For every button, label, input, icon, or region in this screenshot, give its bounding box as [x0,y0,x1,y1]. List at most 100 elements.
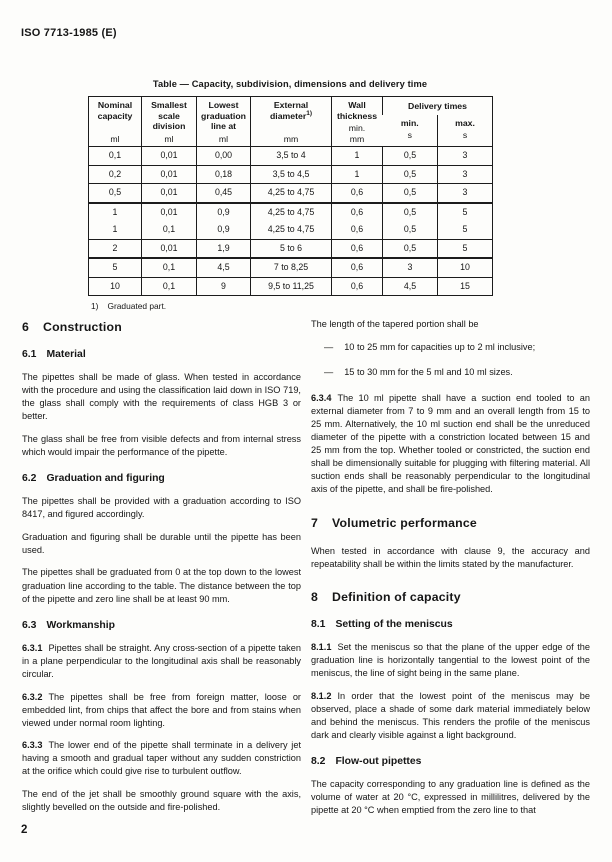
table-cell: 0,01 [141,165,197,184]
table-cell: 5 [436,239,493,258]
paragraph: The pipettes shall be graduated from 0 a… [22,567,301,604]
table-cell: 5 [436,221,493,239]
table-cell: 5 [436,202,493,221]
table-cell: 0,5 [382,183,438,203]
table-cell: 0,18 [196,165,251,184]
section-heading-8: 8 Definition of capacity [311,589,461,604]
section-heading-8.2: 8.2 Flow-out pipettes [311,755,422,767]
table-cell: 0,5 [382,239,438,258]
col-header-delivery-max: max. s [436,115,493,148]
table-cell: 3 [436,165,493,184]
table-row: 0,5 0,01 0,45 4,25 to 4,75 0,6 0,5 3 [88,183,493,203]
col-header-delivery-times: Delivery times [381,96,493,116]
table-row: 1 0,01 0,9 4,25 to 4,75 0,6 0,5 5 [89,202,493,221]
table-row: 0,2 0,01 0,18 3,5 to 4,5 1 0,5 3 [88,165,493,184]
table-cell: 3,5 to 4 [250,146,332,165]
table-cell: 0,9 [196,221,251,239]
table-cell: 4,5 [196,258,251,277]
table-cell: 10 [436,258,493,277]
table-cell: 0,5 [108,187,122,198]
table-cell: 0,1 [141,221,197,239]
table-cell: 0,00 [196,146,251,165]
capacity-table-body: 0,1 0,01 0,00 3,5 to 4 1 0,5 3 0,2 0,01 0,18 3,5 t… [88,146,493,296]
table-row: 2 0,01 1,9 5 to 6 0,6 0,5 5 [88,239,493,258]
table-cell: 0,6 [331,239,383,258]
footnote-ref: 1) [306,109,312,117]
col-header-smallest-scale-division: Smallest scale division ml [141,96,197,147]
table-header: Nominal capacity ml Smallest scale divisi… [88,96,493,148]
table-cell: 0,6 [331,258,383,277]
table-cell: 4,25 to 4,75 [250,183,332,203]
table-cell: 0,1 [108,150,122,161]
capacity-table: Nominal capacity ml Smallest scale divisi… [88,96,494,296]
table-cell: 3 [382,258,438,277]
section-heading-6.1: 6.1 Material [22,349,86,360]
table-cell: 1 [331,146,383,165]
clause-6.3.2: 6.3.2 The pipettes shall be free from for… [22,691,301,728]
table-cell: 0,5 [382,165,438,184]
section-heading-6.2: 6.2 Graduation and figuring [22,473,165,485]
table-row: 0,1 0,01 0,00 3,5 to 4 1 0,5 3 [88,146,493,165]
table-cell: 1 [112,206,118,217]
table-cell: 4,25 to 4,75 [250,221,332,239]
table-cell: 0,01 [141,202,197,221]
table-cell: 0,5 [382,146,438,165]
paragraph: The capacity corresponding to any gradua… [311,778,590,816]
table-cell: 3,5 to 4,5 [250,165,332,184]
table-cell: 9 [196,277,251,296]
table-cell: 3 [436,146,493,165]
body-text: 6 Construction 6.1 Material The pipettes sha… [22,318,590,827]
left-column: 6 Construction 6.1 Material The pipettes sha… [22,318,301,827]
table-footnote: 1) Graduated part. [88,301,492,311]
clause-6.3.1: 6.3.1 Pipettes shall be straight. Any cro… [22,642,301,679]
table-cell: 15 [436,277,493,296]
col-header-wall-thickness: Wall thickness min. mm [331,96,383,147]
paragraph: The end of the jet shall be smoothly gro… [22,789,301,813]
section-heading-7: 7 Volumetric performance [311,515,477,530]
clause-6.3.4: 6.3.4 The 10 ml pipette shall have a suct… [311,392,590,495]
table-cell: 2 [112,242,118,253]
section-heading-6: 6 Construction [22,320,122,334]
table-cell: 10 [110,280,120,291]
clause-8.1.1: 8.1.1 Set the meniscus so that the plane … [311,641,590,678]
section-heading-6.3: 6.3 Workmanship [22,619,115,631]
document-reference: ISO 7713-1985 (E) [21,27,117,39]
table-cell: 0,6 [331,221,383,239]
dash-bullet: — [324,341,334,352]
table-cell: 1 [112,224,118,235]
right-column: The length of the tapered portion shall … [311,318,590,827]
table-cell: 9,5 to 11,25 [250,277,332,296]
table-cell: 0,9 [196,202,251,221]
section-heading-8.1: 8.1 Setting of the meniscus [311,618,453,630]
table-cell: 3 [436,183,493,203]
paragraph: When tested in accordance with clause 9,… [311,545,590,569]
wall-thickness-min-note: min. [348,123,366,133]
paragraph: The glass shall be free from visible def… [22,433,301,457]
table-cell: 4,25 to 4,75 [250,202,332,221]
page-number: 2 [21,824,28,836]
paragraph: The pipettes shall be provided with a gr… [22,496,301,520]
table-row: 1 0,1 0,9 4,25 to 4,75 0,6 0,5 5 [88,221,493,239]
col-header-external-diameter: External diameter1) mm [250,96,332,147]
table-cell: 1 [331,165,383,184]
table-title: Table — Capacity, subdivision, dimension… [152,79,428,89]
table-cell: 1,9 [196,239,251,258]
clause-8.1.2: 8.1.2 In order that the lowest point of t… [311,690,590,740]
table-row: 10 0,1 9 9,5 to 11,25 0,6 4,5 15 [89,277,493,296]
paragraph: The pipettes shall be made of glass. Whe… [22,372,301,422]
footnote-marker: 1) [91,301,99,311]
paragraph: Graduation and figuring shall be durable… [22,531,301,555]
col-header-delivery-min: min. s [382,115,438,148]
table-cell: 0,01 [141,239,197,258]
dash-bullet: — [324,367,334,378]
table-cell: 0,2 [108,168,122,179]
clause-6.3.3: 6.3.3 The lower end of the pipette shall … [22,740,301,777]
table-cell: 0,01 [141,146,197,165]
table-cell: 0,1 [141,277,197,296]
table-cell: 0,6 [331,183,383,203]
list-item: —15 to 30 mm for the 5 ml and 10 ml size… [311,366,590,379]
paragraph: The length of the tapered portion shall … [311,319,479,329]
table-cell: 0,6 [331,277,383,296]
col-header-lowest-graduation-line: Lowest graduation line at ml [196,96,251,147]
